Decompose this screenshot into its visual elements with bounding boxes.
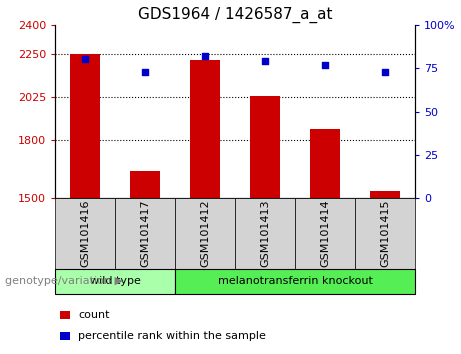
Text: wild type: wild type bbox=[90, 276, 141, 286]
Text: GSM101413: GSM101413 bbox=[260, 200, 270, 267]
Point bbox=[321, 62, 329, 68]
Bar bbox=[370, 190, 400, 198]
Text: GSM101414: GSM101414 bbox=[320, 200, 330, 268]
Bar bbox=[130, 171, 160, 198]
Text: percentile rank within the sample: percentile rank within the sample bbox=[78, 331, 266, 341]
Text: GSM101415: GSM101415 bbox=[380, 200, 390, 267]
Point bbox=[381, 69, 389, 74]
Text: count: count bbox=[78, 310, 110, 320]
Point bbox=[82, 57, 89, 62]
Title: GDS1964 / 1426587_a_at: GDS1964 / 1426587_a_at bbox=[138, 7, 332, 23]
Text: GSM101416: GSM101416 bbox=[80, 200, 90, 267]
Point bbox=[261, 58, 269, 64]
Point bbox=[201, 53, 209, 59]
Text: genotype/variation ▶: genotype/variation ▶ bbox=[5, 276, 123, 286]
Bar bbox=[310, 129, 340, 198]
Bar bbox=[190, 61, 220, 198]
Bar bbox=[70, 54, 100, 198]
Bar bbox=[250, 96, 280, 198]
Text: GSM101417: GSM101417 bbox=[140, 200, 150, 268]
Text: melanotransferrin knockout: melanotransferrin knockout bbox=[218, 276, 372, 286]
Text: GSM101412: GSM101412 bbox=[200, 200, 210, 268]
Point bbox=[142, 69, 149, 74]
